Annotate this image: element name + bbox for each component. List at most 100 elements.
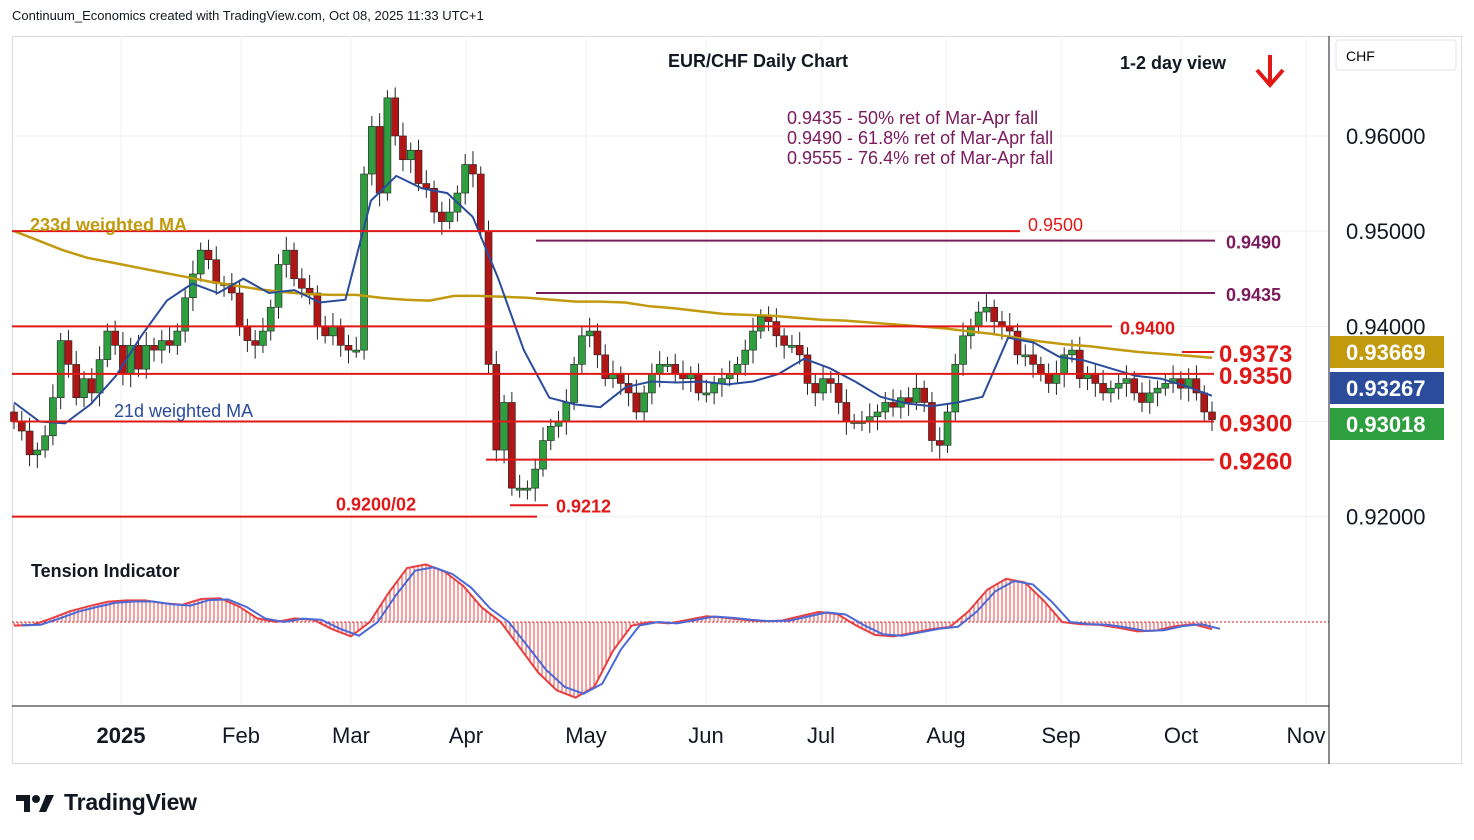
candle-body (414, 149, 423, 184)
fib-note-1: 0.9435 - 50% ret of Mar-Apr fall (787, 108, 1038, 128)
candle-body (741, 349, 750, 365)
candle-body (305, 287, 314, 294)
candle-body (49, 397, 57, 437)
candle-body (17, 421, 26, 432)
candle-body (624, 383, 633, 394)
candle-body (430, 187, 438, 213)
candle-body (1029, 354, 1037, 365)
candle-body (515, 487, 524, 491)
candle-body (780, 335, 788, 346)
candle-body (173, 330, 182, 346)
level-label: 0.9200/02 (336, 495, 416, 515)
candle-body (87, 378, 96, 394)
candle-body (601, 354, 610, 379)
candle-body (1145, 392, 1154, 403)
candle-body (811, 383, 820, 394)
price-tags: 0.93669 0.93267 0.93018 (1330, 336, 1444, 440)
x-tick-label: 2025 (97, 723, 146, 748)
candle-body (150, 345, 158, 351)
candle-body (492, 364, 501, 451)
x-tick-label: Oct (1164, 723, 1198, 748)
candle-body (445, 211, 454, 222)
chart-title: EUR/CHF Daily Chart (668, 51, 848, 71)
x-tick-label: Sep (1041, 723, 1080, 748)
candle-body (134, 345, 143, 370)
candle-body (819, 378, 827, 394)
candle-body (803, 354, 812, 384)
x-tick-label: Aug (926, 723, 965, 748)
candle-body (1130, 378, 1139, 394)
candle-body (648, 373, 656, 394)
level-label: 0.9212 (556, 496, 611, 516)
candle-body (142, 345, 151, 370)
candle-body (1200, 392, 1209, 413)
candle-body (33, 449, 42, 456)
candle-body (321, 326, 329, 337)
candle-body (1107, 387, 1115, 394)
x-tick-label: Jul (807, 723, 835, 748)
fib-note-3: 0.9555 - 76.4% ret of Mar-Apr fall (787, 148, 1053, 168)
candle-body (406, 149, 415, 161)
candle-body (196, 249, 205, 275)
tradingview-logo[interactable]: TradingView (16, 789, 197, 816)
candle-body (1122, 378, 1131, 384)
candle-body (1114, 383, 1123, 389)
candle-body (881, 402, 890, 413)
candle-body (375, 126, 384, 194)
candle-body (158, 340, 166, 351)
candle-body (632, 392, 641, 413)
price-tag (1330, 408, 1444, 440)
candle-body (1044, 373, 1053, 384)
candle-body (1037, 364, 1045, 375)
candle-body (959, 335, 967, 365)
candle-body (912, 387, 921, 403)
candle-body (873, 411, 882, 418)
candle-body (352, 349, 361, 353)
x-tick-label: Jun (688, 723, 723, 748)
candle-body (204, 249, 213, 260)
down-arrow-icon (1255, 55, 1285, 89)
candle-body (1021, 354, 1030, 358)
candle-body (422, 183, 431, 189)
level-label: 0.9490 (1226, 233, 1281, 253)
level-label: 0.9435 (1226, 285, 1281, 305)
price-tag (1330, 372, 1444, 404)
candle-body (764, 316, 773, 322)
indicator-slow-line (21, 566, 1221, 695)
candle-body (663, 364, 672, 367)
y-tick-label: 0.95000 (1346, 219, 1426, 244)
candle-body (655, 364, 664, 375)
candle-body (795, 345, 804, 356)
level-label: 0.9373 (1219, 341, 1292, 368)
x-tick-label: Nov (1286, 723, 1325, 748)
candle-body (640, 392, 648, 413)
candle-body (1184, 378, 1193, 389)
candle-body (1161, 383, 1170, 389)
candle-body (585, 330, 594, 337)
candle-body (546, 425, 555, 441)
candle-body (25, 430, 34, 456)
candle-body (95, 359, 104, 394)
price-tag-value: 0.93018 (1346, 412, 1426, 437)
fib-note-2: 0.9490 - 61.8% ret of Mar-Apr fall (787, 128, 1053, 148)
candle-body (920, 387, 928, 403)
candle-body (702, 392, 711, 396)
candle-body (10, 411, 18, 422)
candle-body (951, 364, 960, 413)
x-tick-label: Mar (332, 723, 370, 748)
candle-body (935, 440, 944, 446)
view-label: 1-2 day view (1120, 53, 1227, 73)
candle-body (391, 97, 399, 137)
y-tick-label: 0.92000 (1346, 505, 1426, 530)
candle-body (578, 335, 586, 365)
ma21-label: 21d weighted MA (114, 401, 253, 421)
candle-body (461, 164, 469, 194)
candle-body (500, 402, 508, 451)
candle-body (834, 383, 843, 403)
candle-body (344, 345, 353, 351)
price-axis: CHF 0.96000 0.95000 0.94000 0.92000 (1328, 36, 1457, 550)
indicator-title: Tension Indicator (31, 561, 180, 581)
price-tag (1330, 336, 1444, 368)
level-label: 0.9400 (1120, 318, 1175, 338)
